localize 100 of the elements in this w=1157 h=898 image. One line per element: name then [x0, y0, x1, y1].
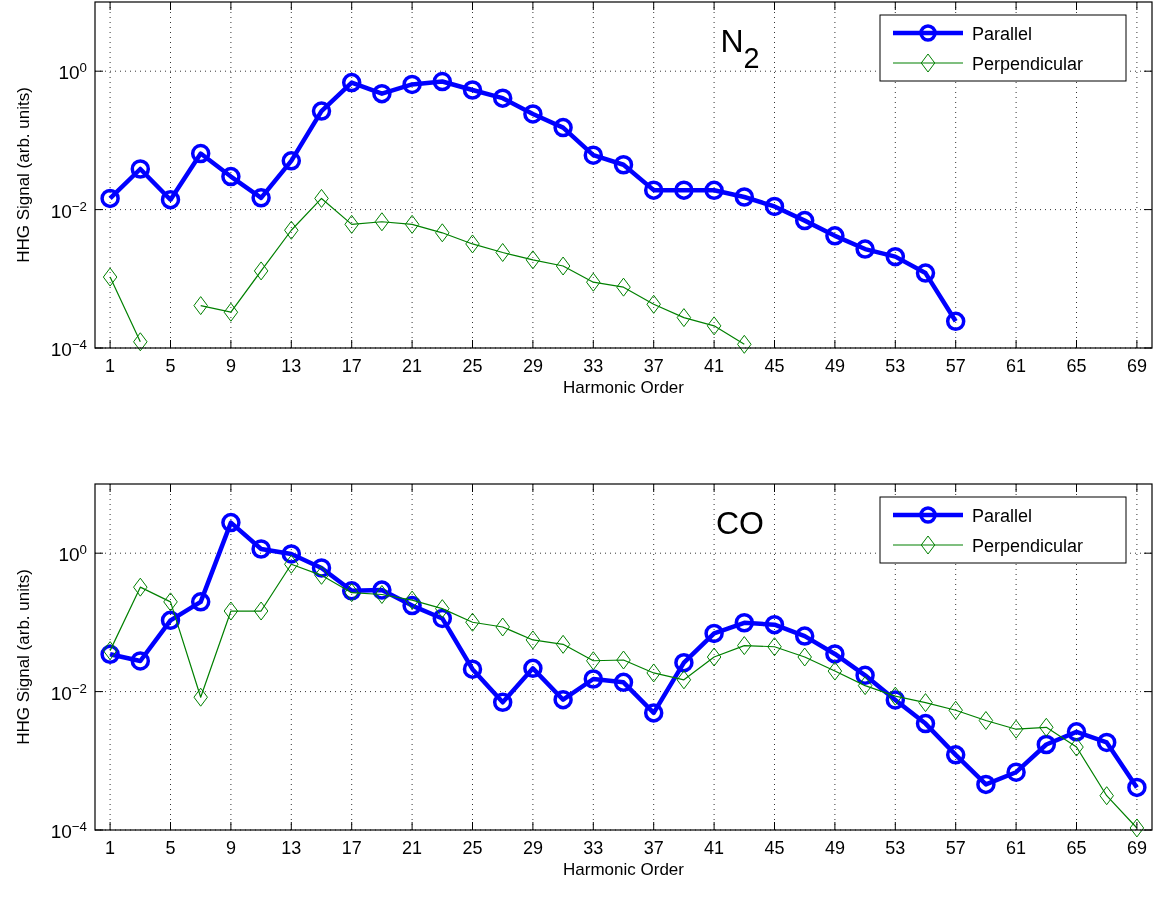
point: [764, 196, 785, 217]
point: [613, 672, 634, 693]
y-tick-label: 10$^{−4}$: [50, 336, 87, 360]
point: [555, 256, 571, 276]
x-tick-label: 9: [225, 838, 236, 858]
point: [978, 711, 994, 731]
x-tick-label: 37: [643, 356, 664, 376]
point: [281, 544, 302, 564]
x-tick-label: 21: [402, 838, 423, 858]
point: [855, 665, 875, 686]
x-tick-label: 17: [341, 356, 362, 376]
point: [1066, 722, 1087, 742]
point: [160, 610, 181, 631]
x-tick-label: 69: [1126, 356, 1147, 376]
point: [583, 669, 604, 689]
point: [341, 72, 362, 93]
x-tick-label: 49: [824, 838, 845, 858]
point: [495, 617, 510, 637]
point: [827, 661, 843, 681]
x-tick-label: 33: [583, 356, 604, 376]
point: [674, 180, 694, 200]
point: [251, 188, 271, 208]
point: [130, 159, 151, 179]
point: [1129, 818, 1145, 838]
point: [372, 83, 392, 104]
point: [646, 663, 661, 683]
point: [674, 652, 694, 673]
point: [945, 311, 966, 332]
point: [794, 626, 815, 646]
point: [523, 104, 543, 124]
point: [553, 117, 573, 138]
point: [553, 689, 573, 710]
point: [495, 242, 510, 262]
point: [221, 166, 241, 187]
point: [915, 263, 936, 283]
x-tick-label: 61: [1006, 838, 1027, 858]
point: [374, 212, 390, 232]
point: [130, 651, 151, 671]
point: [435, 223, 450, 243]
point: [432, 71, 453, 92]
point: [223, 601, 239, 621]
point: [643, 703, 664, 723]
point: [404, 590, 420, 610]
point: [764, 614, 785, 635]
point: [1008, 719, 1024, 739]
point: [251, 539, 271, 559]
x-tick-label: 57: [945, 356, 966, 376]
point: [767, 637, 782, 657]
point: [193, 687, 208, 707]
legend-label: Perpendicular: [972, 54, 1084, 74]
x-tick-label: 65: [1066, 838, 1087, 858]
point: [1069, 737, 1084, 757]
point: [133, 577, 148, 597]
point: [676, 308, 692, 328]
point: [616, 277, 631, 297]
point: [646, 294, 661, 314]
y-tick-label: 10$^{−4}$: [50, 818, 87, 842]
point: [311, 101, 332, 121]
point: [945, 745, 966, 765]
point: [734, 187, 755, 207]
point: [404, 214, 420, 234]
text: CO: [716, 505, 764, 541]
point: [825, 644, 845, 664]
point: [374, 585, 390, 604]
point: [704, 623, 724, 644]
point: [643, 180, 664, 200]
y-tick-label: 10$^{0}$: [58, 541, 87, 566]
x-tick-label: 25: [462, 356, 483, 376]
point: [857, 676, 873, 696]
x-tick-label: 1: [105, 356, 116, 376]
point: [616, 650, 631, 670]
x-axis-title: Harmonic Order: [563, 860, 685, 879]
x-tick-label: 57: [945, 838, 966, 858]
point: [1039, 717, 1054, 737]
point: [100, 188, 120, 209]
point: [734, 613, 755, 633]
point: [1127, 777, 1147, 798]
point: [435, 599, 450, 619]
point: [160, 189, 181, 210]
x-tick-label: 41: [704, 356, 725, 376]
point: [976, 774, 996, 795]
x-tick-label: 13: [281, 356, 302, 376]
point: [613, 154, 634, 175]
point: [253, 601, 269, 621]
point: [133, 332, 148, 352]
x-tick-label: 9: [225, 356, 236, 376]
x-axis-title: Harmonic Order: [563, 378, 685, 397]
legend-label: Perpendicular: [972, 536, 1084, 556]
point: [586, 651, 601, 671]
x-tick-label: 21: [402, 356, 423, 376]
point: [525, 250, 541, 270]
x-tick-label: 13: [281, 838, 302, 858]
legend-label: Parallel: [972, 506, 1033, 526]
x-tick-label: 5: [165, 356, 176, 376]
point: [704, 180, 724, 201]
point: [462, 659, 483, 679]
point: [1036, 734, 1057, 755]
point: [190, 143, 211, 164]
point: [402, 595, 422, 616]
point: [223, 302, 239, 322]
